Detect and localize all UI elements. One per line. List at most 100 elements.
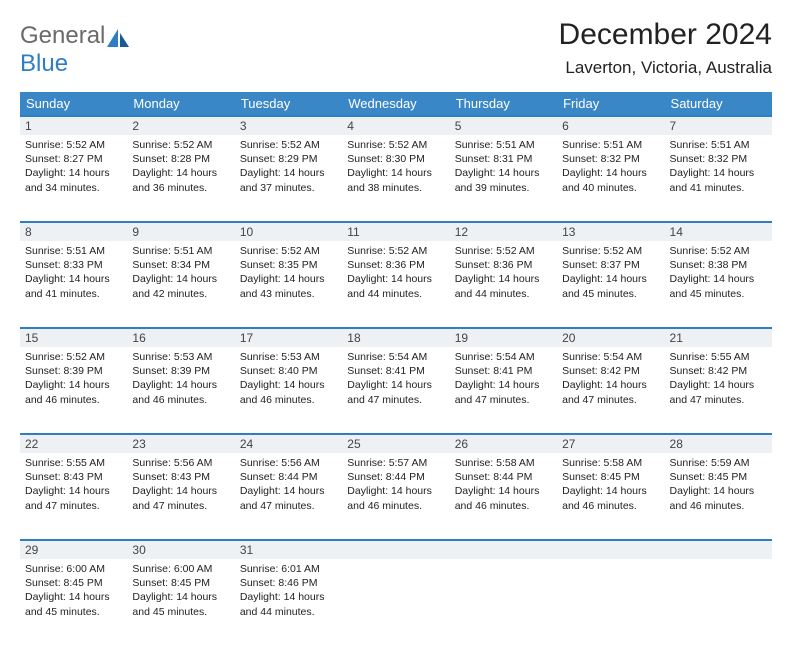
weekday-header: Tuesday — [235, 92, 342, 115]
sunset-line: Sunset: 8:46 PM — [240, 576, 337, 590]
day-number: 31 — [235, 539, 342, 559]
daylight-line: Daylight: 14 hours and 46 minutes. — [455, 484, 552, 512]
sunrise-line: Sunrise: 5:51 AM — [455, 138, 552, 152]
day-cell: Sunrise: 5:53 AMSunset: 8:40 PMDaylight:… — [235, 347, 342, 433]
day-cell: Sunrise: 5:52 AMSunset: 8:36 PMDaylight:… — [450, 241, 557, 327]
day-cell: Sunrise: 5:51 AMSunset: 8:31 PMDaylight:… — [450, 135, 557, 221]
day-content-row: Sunrise: 5:52 AMSunset: 8:27 PMDaylight:… — [20, 135, 772, 221]
day-number: 23 — [127, 433, 234, 453]
sunset-line: Sunset: 8:44 PM — [347, 470, 444, 484]
sunrise-line: Sunrise: 5:58 AM — [455, 456, 552, 470]
day-cell: Sunrise: 5:52 AMSunset: 8:35 PMDaylight:… — [235, 241, 342, 327]
sunrise-line: Sunrise: 5:52 AM — [25, 138, 122, 152]
daylight-line: Daylight: 14 hours and 47 minutes. — [670, 378, 767, 406]
daylight-line: Daylight: 14 hours and 47 minutes. — [240, 484, 337, 512]
day-cell: Sunrise: 5:52 AMSunset: 8:37 PMDaylight:… — [557, 241, 664, 327]
day-number: 21 — [665, 327, 772, 347]
daylight-line: Daylight: 14 hours and 46 minutes. — [25, 378, 122, 406]
day-cell: Sunrise: 5:53 AMSunset: 8:39 PMDaylight:… — [127, 347, 234, 433]
sunrise-line: Sunrise: 5:55 AM — [670, 350, 767, 364]
logo-text: General Blue — [20, 22, 129, 78]
day-number: 2 — [127, 115, 234, 135]
day-cell: Sunrise: 5:51 AMSunset: 8:34 PMDaylight:… — [127, 241, 234, 327]
sunrise-line: Sunrise: 5:53 AM — [132, 350, 229, 364]
sunset-line: Sunset: 8:45 PM — [132, 576, 229, 590]
day-number: 10 — [235, 221, 342, 241]
daylight-line: Daylight: 14 hours and 37 minutes. — [240, 166, 337, 194]
sunrise-line: Sunrise: 5:51 AM — [132, 244, 229, 258]
day-number: 11 — [342, 221, 449, 241]
daylight-line: Daylight: 14 hours and 46 minutes. — [240, 378, 337, 406]
empty-day-number — [557, 539, 664, 559]
daylight-line: Daylight: 14 hours and 45 minutes. — [132, 590, 229, 618]
sunset-line: Sunset: 8:36 PM — [455, 258, 552, 272]
sunset-line: Sunset: 8:32 PM — [670, 152, 767, 166]
day-cell: Sunrise: 5:54 AMSunset: 8:41 PMDaylight:… — [342, 347, 449, 433]
day-number: 22 — [20, 433, 127, 453]
day-number-row: 1234567 — [20, 115, 772, 135]
header: General Blue December 2024 Laverton, Vic… — [20, 18, 772, 78]
sunset-line: Sunset: 8:45 PM — [562, 470, 659, 484]
day-number: 4 — [342, 115, 449, 135]
sunrise-line: Sunrise: 5:52 AM — [25, 350, 122, 364]
daylight-line: Daylight: 14 hours and 44 minutes. — [347, 272, 444, 300]
sunset-line: Sunset: 8:41 PM — [455, 364, 552, 378]
logo: General Blue — [20, 18, 129, 78]
daylight-line: Daylight: 14 hours and 36 minutes. — [132, 166, 229, 194]
sunrise-line: Sunrise: 5:57 AM — [347, 456, 444, 470]
sunset-line: Sunset: 8:39 PM — [25, 364, 122, 378]
calendar-table: SundayMondayTuesdayWednesdayThursdayFrid… — [20, 92, 772, 645]
day-number: 14 — [665, 221, 772, 241]
day-cell: Sunrise: 5:58 AMSunset: 8:44 PMDaylight:… — [450, 453, 557, 539]
sunset-line: Sunset: 8:34 PM — [132, 258, 229, 272]
day-cell: Sunrise: 5:52 AMSunset: 8:28 PMDaylight:… — [127, 135, 234, 221]
sunset-line: Sunset: 8:45 PM — [25, 576, 122, 590]
day-cell: Sunrise: 5:55 AMSunset: 8:42 PMDaylight:… — [665, 347, 772, 433]
day-number: 29 — [20, 539, 127, 559]
daylight-line: Daylight: 14 hours and 40 minutes. — [562, 166, 659, 194]
daylight-line: Daylight: 14 hours and 38 minutes. — [347, 166, 444, 194]
day-cell: Sunrise: 5:56 AMSunset: 8:43 PMDaylight:… — [127, 453, 234, 539]
sunrise-line: Sunrise: 5:52 AM — [562, 244, 659, 258]
day-cell: Sunrise: 5:51 AMSunset: 8:32 PMDaylight:… — [665, 135, 772, 221]
sunset-line: Sunset: 8:38 PM — [670, 258, 767, 272]
sunset-line: Sunset: 8:44 PM — [240, 470, 337, 484]
daylight-line: Daylight: 14 hours and 39 minutes. — [455, 166, 552, 194]
day-cell: Sunrise: 5:52 AMSunset: 8:39 PMDaylight:… — [20, 347, 127, 433]
sunset-line: Sunset: 8:35 PM — [240, 258, 337, 272]
day-number-row: 891011121314 — [20, 221, 772, 241]
day-cell: Sunrise: 5:59 AMSunset: 8:45 PMDaylight:… — [665, 453, 772, 539]
month-title: December 2024 — [559, 18, 772, 52]
weekday-header: Thursday — [450, 92, 557, 115]
daylight-line: Daylight: 14 hours and 46 minutes. — [347, 484, 444, 512]
empty-day-number — [342, 539, 449, 559]
empty-day-number — [665, 539, 772, 559]
logo-part1: General — [20, 22, 105, 49]
sunrise-line: Sunrise: 6:00 AM — [25, 562, 122, 576]
sunset-line: Sunset: 8:29 PM — [240, 152, 337, 166]
weekday-header: Saturday — [665, 92, 772, 115]
day-cell: Sunrise: 5:51 AMSunset: 8:33 PMDaylight:… — [20, 241, 127, 327]
day-content-row: Sunrise: 5:52 AMSunset: 8:39 PMDaylight:… — [20, 347, 772, 433]
sunset-line: Sunset: 8:28 PM — [132, 152, 229, 166]
daylight-line: Daylight: 14 hours and 45 minutes. — [25, 590, 122, 618]
daylight-line: Daylight: 14 hours and 47 minutes. — [25, 484, 122, 512]
sunset-line: Sunset: 8:30 PM — [347, 152, 444, 166]
day-number: 19 — [450, 327, 557, 347]
weekday-header: Monday — [127, 92, 234, 115]
sunset-line: Sunset: 8:39 PM — [132, 364, 229, 378]
sunset-line: Sunset: 8:32 PM — [562, 152, 659, 166]
day-content-row: Sunrise: 5:55 AMSunset: 8:43 PMDaylight:… — [20, 453, 772, 539]
sunrise-line: Sunrise: 5:52 AM — [347, 138, 444, 152]
sunrise-line: Sunrise: 5:59 AM — [670, 456, 767, 470]
daylight-line: Daylight: 14 hours and 41 minutes. — [670, 166, 767, 194]
sunrise-line: Sunrise: 5:51 AM — [670, 138, 767, 152]
sunset-line: Sunset: 8:31 PM — [455, 152, 552, 166]
sunrise-line: Sunrise: 5:56 AM — [132, 456, 229, 470]
day-number-row: 293031 — [20, 539, 772, 559]
sunrise-line: Sunrise: 6:01 AM — [240, 562, 337, 576]
day-cell: Sunrise: 5:52 AMSunset: 8:30 PMDaylight:… — [342, 135, 449, 221]
sunset-line: Sunset: 8:43 PM — [25, 470, 122, 484]
day-number: 17 — [235, 327, 342, 347]
daylight-line: Daylight: 14 hours and 47 minutes. — [455, 378, 552, 406]
